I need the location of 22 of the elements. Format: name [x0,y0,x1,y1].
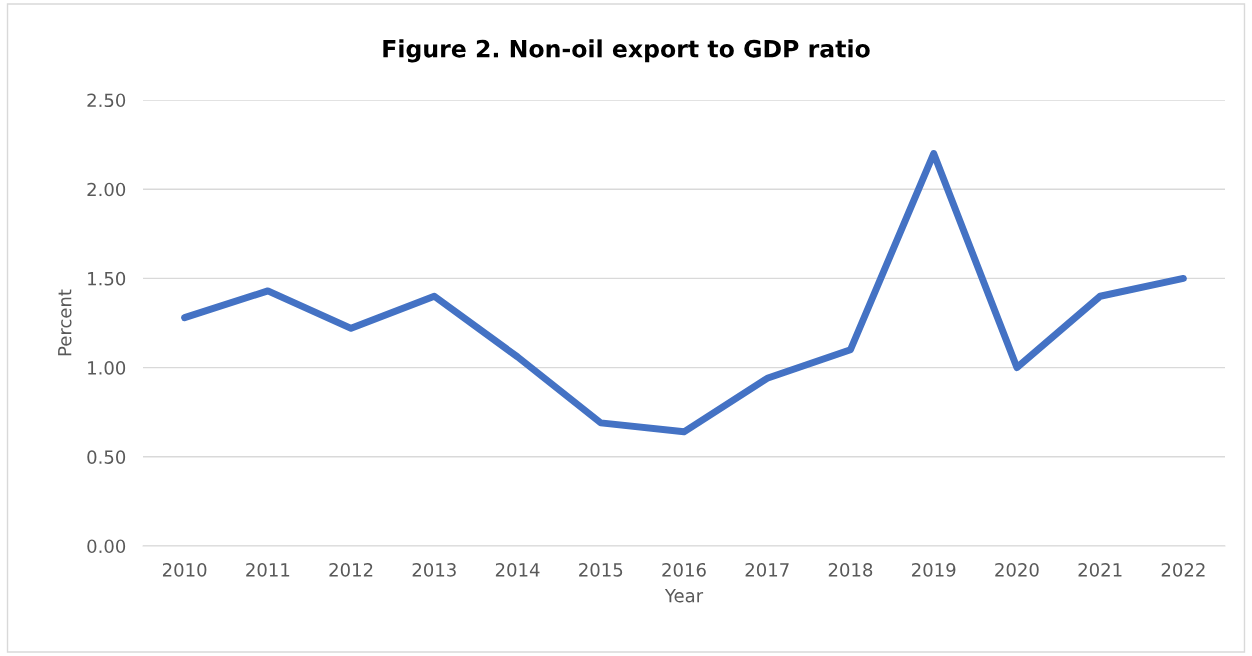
x-tick-label: 2017 [745,562,789,577]
y-tick-label: 0.50 [87,450,126,464]
x-tick-label: 2018 [828,562,873,577]
x-axis-title: Year [664,589,704,603]
x-tick-label: 2014 [495,562,540,577]
x-tick-label: 2016 [662,562,706,577]
x-tick-label: 2011 [246,562,290,577]
x-tick-label: 2019 [912,562,956,577]
x-tick-label: 2021 [1078,562,1122,577]
y-tick-label: 2.00 [87,182,126,197]
x-tick-label: 2013 [412,562,456,577]
x-tick-label: 2022 [1161,562,1205,577]
y-axis-title: Percent [58,289,72,356]
y-tick-label: 0.00 [87,539,126,554]
y-tick-label: 1.00 [88,361,126,375]
y-tick-label: 2.50 [87,93,126,108]
x-tick-label: 2010 [162,562,207,577]
x-tick-label: 2012 [329,562,373,577]
x-tick-label: 2020 [995,562,1039,577]
x-tick-label: 2015 [579,562,623,577]
y-tick-label: 1.50 [88,271,126,286]
chart-title: Figure 2. Non-oil export to GDP ratio [383,39,870,63]
